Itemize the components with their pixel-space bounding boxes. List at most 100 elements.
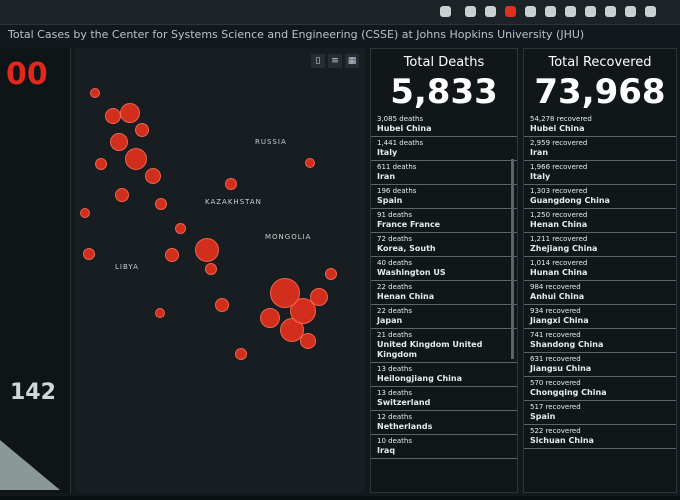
recovered-title: Total Recovered: [548, 55, 652, 70]
list-item[interactable]: 1,211 recovered Zhejiang China: [524, 233, 676, 257]
item-place: Washington US: [377, 268, 446, 277]
list-icon[interactable]: ≡: [328, 54, 342, 68]
item-value: 1,250 recovered: [530, 211, 588, 219]
outbreak-bubble[interactable]: [80, 208, 90, 218]
outbreak-bubble[interactable]: [175, 223, 186, 234]
outbreak-bubble[interactable]: [215, 298, 229, 312]
outbreak-bubble[interactable]: [270, 278, 300, 308]
outbreak-bubble[interactable]: [115, 188, 129, 202]
outbreak-bubble[interactable]: [310, 288, 328, 306]
list-item[interactable]: 611 deaths Iran: [371, 161, 517, 185]
item-place: Henan China: [377, 292, 435, 301]
extension-icon[interactable]: [505, 6, 516, 17]
item-place: Shandong China: [530, 340, 604, 349]
item-value: 741 recovered: [530, 331, 581, 339]
outbreak-bubble[interactable]: [105, 108, 121, 124]
world-map[interactable]: ▯ ≡ ▦ RUSSIA KAZAKHSTAN MONGOLIA LIBYA: [75, 48, 365, 493]
extension-icon[interactable]: [585, 6, 596, 17]
item-place: Heilongjiang China: [377, 374, 463, 383]
list-item[interactable]: 522 recovered Sichuan China: [524, 425, 676, 449]
list-item[interactable]: 2,959 recovered Iran: [524, 137, 676, 161]
list-item[interactable]: 631 recovered Jiangsu China: [524, 353, 676, 377]
total-recovered-panel: Total Recovered 73,968 54,278 recovered H…: [523, 48, 677, 493]
item-place: Hunan China: [530, 268, 588, 277]
item-value: 54,278 recovered: [530, 115, 592, 123]
bookmark-star-icon[interactable]: [440, 6, 451, 17]
map-label-libya: LIBYA: [115, 263, 139, 271]
outbreak-bubble[interactable]: [90, 88, 100, 98]
outbreak-bubble[interactable]: [120, 103, 140, 123]
deaths-list[interactable]: 3,085 deaths Hubei China 1,441 deaths Italy…: [371, 113, 517, 459]
outbreak-bubble[interactable]: [290, 298, 316, 324]
extension-icon[interactable]: [465, 6, 476, 17]
list-item[interactable]: 934 recovered Jiangxi China: [524, 305, 676, 329]
item-place: Japan: [377, 316, 403, 325]
extension-icon[interactable]: [645, 6, 656, 17]
outbreak-bubble[interactable]: [155, 308, 165, 318]
item-place: Guangdong China: [530, 196, 610, 205]
recovered-total: 73,968: [534, 72, 666, 112]
deaths-title: Total Deaths: [403, 55, 485, 70]
list-item[interactable]: 517 recovered Spain: [524, 401, 676, 425]
outbreak-bubble[interactable]: [135, 123, 149, 137]
list-item[interactable]: 13 deaths Switzerland: [371, 387, 517, 411]
list-item[interactable]: 1,250 recovered Henan China: [524, 209, 676, 233]
outbreak-bubble[interactable]: [305, 158, 315, 168]
item-value: 1,441 deaths: [377, 139, 424, 147]
outbreak-bubble[interactable]: [145, 168, 161, 184]
list-item[interactable]: 741 recovered Shandong China: [524, 329, 676, 353]
item-place: Spain: [377, 196, 403, 205]
outbreak-bubble[interactable]: [95, 158, 107, 170]
list-item[interactable]: 196 deaths Spain: [371, 185, 517, 209]
outbreak-bubble[interactable]: [165, 248, 179, 262]
outbreak-bubble[interactable]: [225, 178, 237, 190]
list-item[interactable]: 1,014 recovered Hunan China: [524, 257, 676, 281]
extension-icon[interactable]: [545, 6, 556, 17]
extension-icon[interactable]: [525, 6, 536, 17]
outbreak-bubble[interactable]: [235, 348, 247, 360]
list-item[interactable]: 21 deaths United Kingdom United Kingdom: [371, 329, 517, 363]
extension-icon[interactable]: [605, 6, 616, 17]
item-value: 2,959 recovered: [530, 139, 588, 147]
map-label-russia: RUSSIA: [255, 138, 287, 146]
item-place: Anhui China: [530, 292, 585, 301]
list-item[interactable]: 13 deaths Heilongjiang China: [371, 363, 517, 387]
list-item[interactable]: 3,085 deaths Hubei China: [371, 113, 517, 137]
list-item[interactable]: 72 deaths Korea, South: [371, 233, 517, 257]
qr-icon[interactable]: ▦: [345, 54, 359, 68]
item-place: Hubei China: [377, 124, 432, 133]
list-item[interactable]: 10 deaths Iraq: [371, 435, 517, 459]
outbreak-bubble[interactable]: [195, 238, 219, 262]
list-item[interactable]: 12 deaths Netherlands: [371, 411, 517, 435]
deaths-total: 5,833: [390, 72, 498, 112]
list-item[interactable]: 54,278 recovered Hubei China: [524, 113, 676, 137]
recovered-list[interactable]: 54,278 recovered Hubei China 2,959 recover…: [524, 113, 676, 449]
list-item[interactable]: 570 recovered Chongqing China: [524, 377, 676, 401]
item-value: 934 recovered: [530, 307, 581, 315]
list-item[interactable]: 40 deaths Washington US: [371, 257, 517, 281]
item-value: 3,085 deaths: [377, 115, 424, 123]
extension-icon[interactable]: [485, 6, 496, 17]
outbreak-bubble[interactable]: [260, 308, 280, 328]
outbreak-bubble[interactable]: [125, 148, 147, 170]
list-item[interactable]: 91 deaths France France: [371, 209, 517, 233]
list-item[interactable]: 22 deaths Japan: [371, 305, 517, 329]
outbreak-bubble[interactable]: [83, 248, 95, 260]
item-place: Iran: [530, 148, 549, 157]
bookmark-icon[interactable]: ▯: [311, 54, 325, 68]
outbreak-bubble[interactable]: [110, 133, 128, 151]
list-item[interactable]: 22 deaths Henan China: [371, 281, 517, 305]
list-item[interactable]: 1,966 recovered Italy: [524, 161, 676, 185]
item-value: 40 deaths: [377, 259, 412, 267]
extension-icon[interactable]: [625, 6, 636, 17]
scrollbar[interactable]: [511, 159, 514, 359]
list-item[interactable]: 984 recovered Anhui China: [524, 281, 676, 305]
item-place: Sichuan China: [530, 436, 594, 445]
outbreak-bubble[interactable]: [300, 333, 316, 349]
outbreak-bubble[interactable]: [325, 268, 337, 280]
list-item[interactable]: 1,441 deaths Italy: [371, 137, 517, 161]
outbreak-bubble[interactable]: [155, 198, 167, 210]
list-item[interactable]: 1,303 recovered Guangdong China: [524, 185, 676, 209]
extension-icon[interactable]: [565, 6, 576, 17]
outbreak-bubble[interactable]: [205, 263, 217, 275]
